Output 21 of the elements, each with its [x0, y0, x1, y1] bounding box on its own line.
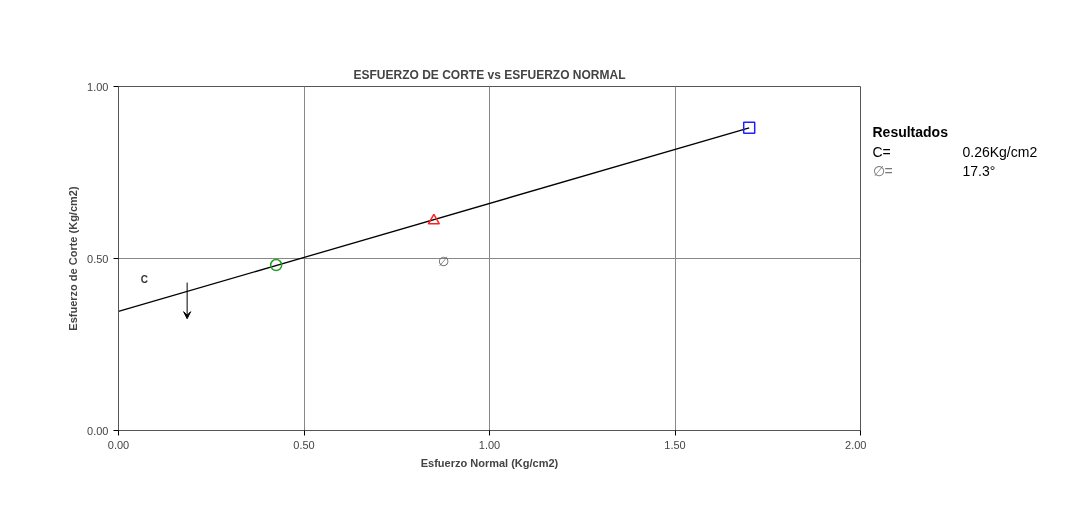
- y-tick-label: 1.00: [87, 80, 109, 93]
- annotation: C: [140, 273, 148, 285]
- y-tick-label: 0.50: [87, 252, 109, 265]
- text: C=: [872, 144, 891, 161]
- x-tick-label: 0.50: [293, 438, 315, 451]
- y-tick-label: 0.00: [87, 424, 109, 437]
- chart-title: ESFUERZO DE CORTE vs ESFUERZO NORMAL: [353, 67, 626, 82]
- x-axis-title: Esfuerzo Normal (Kg/cm2): [420, 456, 559, 469]
- annotation: ∅: [437, 254, 449, 270]
- text: 17.3°: [962, 163, 996, 180]
- text: 0.26Kg/cm2: [962, 144, 1038, 161]
- y-axis-title: Esfuerzo de Corte (Kg/cm2): [67, 186, 80, 331]
- point: [427, 213, 441, 225]
- point: [742, 121, 756, 135]
- x-tick-label: 2.00: [845, 438, 867, 451]
- x-tick-label: 1.00: [478, 438, 501, 451]
- x-tick-label: 1.50: [664, 438, 686, 451]
- text: Resultados: [872, 124, 949, 141]
- point: [269, 258, 283, 272]
- x-tick-label: 0.00: [107, 438, 130, 451]
- text: ∅=: [872, 163, 893, 180]
